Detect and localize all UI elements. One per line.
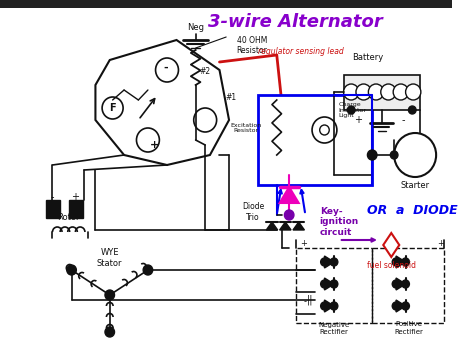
Text: Starter: Starter — [401, 181, 430, 189]
Polygon shape — [325, 278, 334, 290]
Polygon shape — [280, 187, 299, 203]
Text: Charge
Indicator
Light: Charge Indicator Light — [339, 102, 367, 118]
Circle shape — [402, 302, 410, 310]
Text: Excitation
Resistor: Excitation Resistor — [230, 122, 262, 133]
Text: regulator sensing lead: regulator sensing lead — [258, 47, 344, 55]
Circle shape — [320, 302, 328, 310]
Circle shape — [330, 258, 338, 266]
Polygon shape — [293, 222, 304, 230]
Text: OR  a  DIODE: OR a DIODE — [367, 203, 458, 216]
Polygon shape — [95, 40, 229, 165]
Bar — [258, 95, 372, 185]
Circle shape — [319, 125, 329, 135]
Bar — [344, 75, 420, 110]
Text: Battery: Battery — [352, 53, 383, 63]
Polygon shape — [280, 222, 291, 230]
Text: -: - — [402, 115, 405, 125]
Text: Rotor: Rotor — [57, 213, 80, 223]
Polygon shape — [325, 300, 334, 312]
Circle shape — [390, 151, 398, 159]
Circle shape — [392, 258, 400, 266]
Text: +: + — [72, 192, 79, 202]
Polygon shape — [396, 300, 406, 312]
Text: +: + — [301, 239, 308, 249]
Circle shape — [393, 84, 409, 100]
Text: -: - — [51, 192, 54, 202]
Circle shape — [402, 280, 410, 288]
Text: +: + — [438, 239, 444, 249]
Circle shape — [392, 302, 400, 310]
Text: fuel solenoid: fuel solenoid — [367, 261, 416, 269]
Text: Negative
Rectifier: Negative Rectifier — [319, 321, 350, 334]
Text: Diode
Trio: Diode Trio — [242, 202, 264, 222]
Text: 40 OHM
Resistor: 40 OHM Resistor — [237, 36, 267, 55]
Text: #1: #1 — [225, 93, 237, 103]
Circle shape — [344, 84, 359, 100]
Circle shape — [330, 302, 338, 310]
Text: -: - — [164, 63, 168, 73]
Circle shape — [105, 327, 115, 337]
Circle shape — [137, 128, 159, 152]
Circle shape — [67, 265, 76, 275]
Bar — [0, 0, 452, 8]
Text: ||: || — [307, 295, 313, 305]
Text: +: + — [354, 115, 362, 125]
Circle shape — [394, 133, 436, 177]
Circle shape — [330, 280, 338, 288]
Bar — [46, 200, 60, 218]
Circle shape — [406, 84, 421, 100]
Circle shape — [367, 150, 377, 160]
Circle shape — [392, 280, 400, 288]
Circle shape — [368, 84, 383, 100]
Bar — [69, 200, 83, 218]
Bar — [372, 248, 444, 323]
Polygon shape — [266, 222, 278, 230]
Circle shape — [381, 84, 396, 100]
Circle shape — [143, 265, 153, 275]
Polygon shape — [396, 256, 406, 268]
Circle shape — [194, 108, 217, 132]
Text: Neg: Neg — [187, 24, 204, 32]
Text: 3-wire Alternator: 3-wire Alternator — [209, 13, 383, 31]
Polygon shape — [383, 233, 399, 257]
Polygon shape — [325, 256, 334, 268]
Text: #2: #2 — [200, 67, 211, 77]
Bar — [296, 248, 372, 323]
Text: -: - — [304, 298, 307, 306]
Text: Key-
ignition
circuit: Key- ignition circuit — [319, 207, 359, 237]
Circle shape — [320, 280, 328, 288]
Circle shape — [409, 106, 416, 114]
Circle shape — [102, 97, 123, 119]
Text: WYE
Stator: WYE Stator — [97, 248, 122, 268]
Circle shape — [284, 210, 294, 220]
Circle shape — [402, 258, 410, 266]
Text: +: + — [150, 140, 159, 150]
Circle shape — [320, 258, 328, 266]
Circle shape — [312, 117, 337, 143]
Circle shape — [155, 58, 178, 82]
Circle shape — [105, 290, 115, 300]
Polygon shape — [396, 278, 406, 290]
Circle shape — [356, 84, 371, 100]
Circle shape — [347, 106, 355, 114]
Text: Positive
Rectifier: Positive Rectifier — [394, 321, 423, 334]
Text: F: F — [109, 103, 116, 113]
